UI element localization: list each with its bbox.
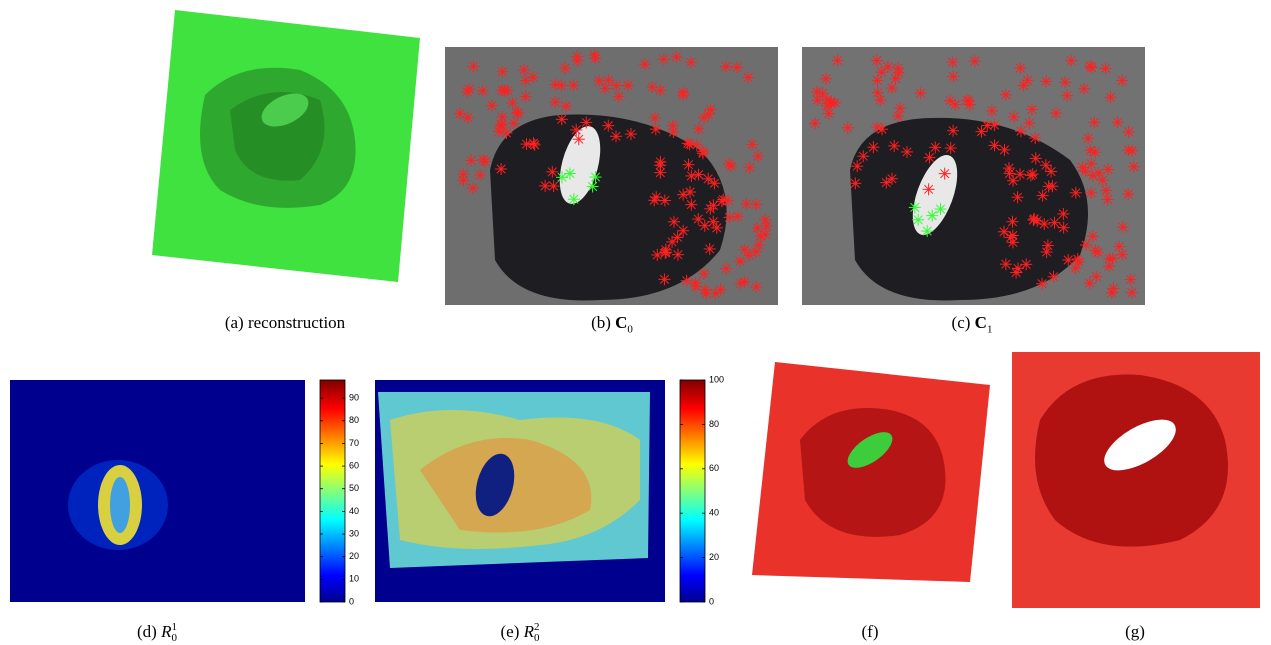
caption: (a) reconstruction	[225, 313, 345, 333]
tick-label: 40	[709, 508, 719, 518]
tick-label: 60	[349, 460, 359, 470]
tick-label: 0	[709, 596, 714, 606]
caption: (g)	[1125, 622, 1145, 642]
tick-label: 70	[349, 438, 359, 448]
colorbar-gradient	[320, 380, 345, 602]
caption-label: (e)	[500, 622, 519, 641]
caption-sub: 0	[171, 633, 177, 644]
tick-label: 20	[349, 551, 359, 561]
tick-label: 50	[349, 483, 359, 493]
image-r02	[375, 380, 665, 602]
caption-symbol: C	[975, 313, 987, 332]
tick-label: 60	[709, 463, 719, 473]
colorbar-gradient	[680, 380, 705, 602]
tick-label: 0	[349, 596, 354, 606]
image-r01	[10, 380, 305, 602]
tick-label: 40	[349, 506, 359, 516]
caption-symbol: C	[615, 313, 627, 332]
caption: (b) C0	[591, 313, 633, 335]
figure-images: 0102030405060708090020406080100	[0, 0, 1271, 645]
tick-label: 100	[709, 374, 724, 384]
image-c0	[445, 47, 778, 305]
caption-sub: 0	[627, 323, 633, 335]
caption-sub: 1	[987, 323, 993, 335]
caption-symbol: R	[524, 622, 534, 641]
caption-label: (b)	[591, 313, 611, 332]
image-g	[1012, 352, 1260, 608]
caption-label: (f)	[862, 622, 879, 641]
image-c1	[802, 47, 1145, 305]
image-f	[752, 362, 990, 582]
colorbar: 0 10 20 30 40 50 60 70 80 90	[320, 380, 359, 606]
caption-label: (g)	[1125, 622, 1145, 641]
tick-label: 20	[709, 552, 719, 562]
caption-sub: 0	[534, 633, 540, 644]
figure: 0102030405060708090020406080100 (a) reco…	[0, 0, 1271, 645]
caption: (d) R10	[137, 622, 177, 644]
caption-text: reconstruction	[248, 313, 345, 332]
colorbar: 0 20 40 60 80 100	[680, 374, 724, 606]
caption-label: (a)	[225, 313, 244, 332]
caption-symbol: R	[161, 622, 171, 641]
caption: (e) R20	[500, 622, 539, 644]
tick-label: 30	[349, 528, 359, 538]
tick-label: 10	[349, 574, 359, 584]
caption: (f)	[862, 622, 879, 642]
tick-label: 80	[349, 415, 359, 425]
caption-label: (c)	[952, 313, 971, 332]
caption: (c) C1	[952, 313, 993, 335]
image-reconstruction	[152, 10, 420, 282]
caption-label: (d)	[137, 622, 157, 641]
tick-label: 90	[349, 392, 359, 402]
tick-label: 80	[709, 419, 719, 429]
